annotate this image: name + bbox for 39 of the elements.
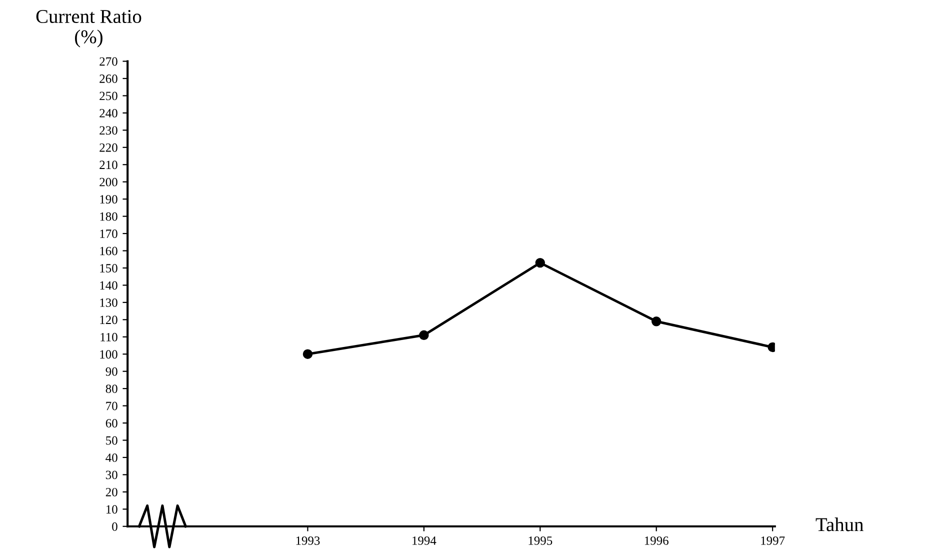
y-tick-label: 30: [106, 470, 118, 480]
y-tick-label: 120: [100, 316, 118, 324]
x-tick-label: 1995: [528, 536, 552, 545]
y-tick-label: 220: [100, 143, 118, 152]
y-tick-label: 0: [112, 522, 118, 531]
y-tick-label: 180: [100, 212, 118, 221]
y-tick-label: 130: [100, 298, 118, 307]
y-tick-label: 160: [100, 246, 118, 256]
y-tick-label: 60: [106, 419, 118, 428]
y-tick-label: 240: [100, 108, 118, 118]
x-axis-title: Tahun: [816, 518, 864, 532]
y-axis-title: Current Ratio (%): [36, 10, 142, 48]
point: [652, 316, 662, 326]
x-tick-label: 1996: [644, 536, 668, 545]
x-tick-label: 1994: [412, 536, 436, 545]
y-tick-label: 200: [100, 178, 118, 186]
point: [302, 349, 313, 359]
point: [419, 330, 429, 340]
y-tick-label: 110: [100, 332, 118, 342]
y-tick-label: 10: [106, 505, 118, 514]
x-tick-label: 1993: [296, 536, 320, 545]
x-tick-label: 1997: [761, 536, 785, 545]
point: [535, 258, 546, 268]
y-tick-label: 140: [100, 281, 118, 290]
y-tick-label: 270: [100, 57, 118, 66]
y-tick-label: 150: [100, 264, 118, 272]
y-tick-label: 210: [100, 160, 118, 170]
y-tick-label: 70: [106, 402, 118, 410]
y-tick-label: 50: [106, 436, 118, 445]
y-tick-label: 100: [100, 350, 118, 359]
y-tick-label: 260: [100, 74, 118, 83]
y-tick-label: 20: [106, 488, 118, 496]
y-tick-label: 250: [100, 92, 118, 100]
y-tick-label: 90: [106, 367, 118, 376]
y-tick-label: 230: [100, 126, 118, 135]
y-tick-label: 40: [106, 453, 118, 462]
y-tick-label: 190: [100, 195, 118, 204]
y-tick-label: 170: [100, 230, 118, 238]
y-tick-label: 80: [106, 384, 118, 394]
